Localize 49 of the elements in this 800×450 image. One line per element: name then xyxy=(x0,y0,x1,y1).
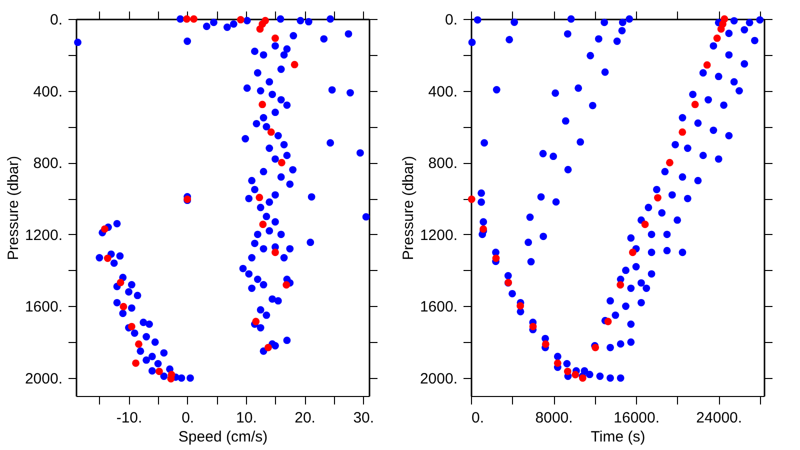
point xyxy=(252,318,260,326)
x-tick-label: 10. xyxy=(236,410,257,426)
point xyxy=(258,100,266,108)
y-tick-label: 400. xyxy=(33,83,62,100)
point xyxy=(104,254,112,262)
point xyxy=(132,359,140,367)
y-tick-label: 1600. xyxy=(24,298,62,316)
y-tick-label: 1200. xyxy=(420,226,458,244)
point xyxy=(256,194,264,202)
y-tick-label: 800. xyxy=(428,155,458,172)
point xyxy=(120,302,128,310)
point xyxy=(262,16,269,24)
x-tick-label: 24000. xyxy=(696,410,742,426)
point xyxy=(236,16,244,24)
x-tick-label: 0. xyxy=(182,410,194,426)
y-tick-label: 2000. xyxy=(24,370,62,388)
y-tick-label: 800. xyxy=(33,155,62,172)
x-axis-title: Time (s) xyxy=(590,428,646,446)
x-tick-label: -10. xyxy=(116,410,142,426)
x-tick-label: 16000. xyxy=(614,410,660,426)
point xyxy=(190,15,198,23)
point xyxy=(259,220,267,228)
y-tick-label: 2000. xyxy=(420,370,458,388)
point xyxy=(272,34,279,42)
point xyxy=(167,375,175,382)
point xyxy=(134,340,142,348)
y-tick-label: 1200. xyxy=(24,226,62,244)
point xyxy=(282,281,290,289)
point xyxy=(272,248,279,256)
x-tick-label: 30. xyxy=(353,410,374,426)
point xyxy=(278,158,286,166)
y-tick-label: 400. xyxy=(428,83,458,100)
x-axis-title: Speed (cm/s) xyxy=(178,428,268,446)
point xyxy=(116,278,124,286)
point xyxy=(101,225,108,233)
x-tick-label: 20. xyxy=(294,410,316,426)
y-tick-label: 1600. xyxy=(420,298,458,316)
x-tick-label: 8000. xyxy=(535,410,573,426)
point xyxy=(183,15,190,23)
point xyxy=(290,60,298,68)
y-tick-label: 0. xyxy=(50,12,62,28)
point xyxy=(156,368,163,376)
point xyxy=(128,322,136,330)
point xyxy=(264,344,272,352)
point xyxy=(267,128,275,136)
y-axis-title: Pressure (dbar) xyxy=(400,156,417,260)
y-tick-label: 0. xyxy=(444,12,458,28)
y-axis-title: Pressure (dbar) xyxy=(4,156,22,260)
x-tick-label: 0. xyxy=(472,410,484,426)
